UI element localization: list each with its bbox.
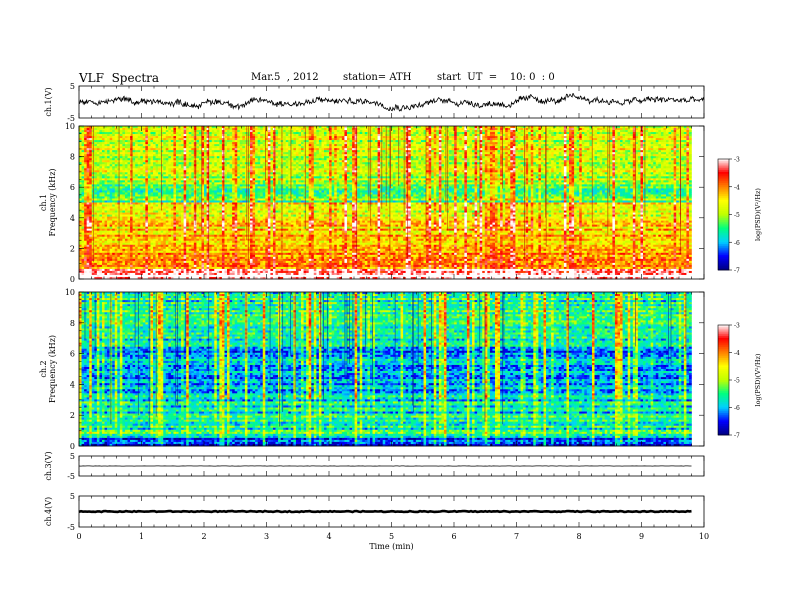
xtick-label: 1 [139, 532, 144, 541]
ch2-spectrogram-colorbar-tick: -7 [734, 433, 740, 440]
xtick-label: 8 [576, 532, 581, 541]
chart-title: VLF Spectra [79, 71, 159, 85]
xtick-label: 9 [639, 532, 644, 541]
ch2-spectrogram-ytick: 0 [70, 442, 75, 451]
ch2-spectrogram-colorbar-label: log(PSD)(V²/Hz) [754, 353, 762, 406]
xtick-label: 10 [699, 532, 709, 541]
ch1-waveform-ytick-top: 5 [70, 82, 75, 91]
ch1-spectrogram-ytick: 6 [70, 183, 75, 192]
ch2-spectrogram-colorbar [717, 324, 732, 436]
xtick-label: 4 [326, 532, 331, 541]
ch2-spectrogram-ytick: 2 [70, 411, 75, 420]
xtick-label: 6 [451, 532, 456, 541]
ch1-spectrogram-colorbar-tick: -5 [734, 212, 740, 219]
xtick-label: 2 [201, 532, 206, 541]
ch2-spectrogram-image [79, 292, 692, 447]
ch1-spectrogram-ytick: 4 [70, 214, 75, 223]
xtick-label: 3 [264, 532, 269, 541]
ch2-spectrogram-ylabel: ch.2Frequency (kHz) [39, 335, 57, 403]
ch1-spectrogram-ytick: 0 [70, 275, 75, 284]
ch2-spectrogram-colorbar-tick: -3 [734, 323, 740, 330]
ch1-spectrogram-colorbar-tick: -7 [734, 268, 740, 275]
ch1-spectrogram-ytick: 8 [70, 153, 75, 162]
ch1-spectrogram-ylabel: ch.1Frequency (kHz) [39, 168, 57, 236]
station-label: station= ATH [343, 72, 411, 83]
ch1-waveform-ytick-bottom: -5 [67, 114, 75, 123]
ch4-waveform-ylabel: ch.4(V) [44, 497, 53, 526]
ch1-spectrogram-colorbar-label: log(PSD)(V²/Hz) [754, 188, 762, 241]
xaxis-label: Time (min) [369, 542, 413, 551]
ch2-spectrogram-colorbar-tick: -5 [734, 378, 740, 385]
ch1-spectrogram-ytick: 2 [70, 244, 75, 253]
ch3-waveform-ylabel: ch.3(V) [44, 451, 53, 480]
ch1-waveform-ylabel: ch.1(V) [44, 87, 53, 116]
ch2-spectrogram-colorbar-tick: -6 [734, 405, 740, 412]
xtick-label: 0 [76, 532, 81, 541]
ch2-spectrogram-colorbar-tick: -4 [734, 350, 740, 357]
ch1-spectrogram-colorbar-tick: -4 [734, 184, 740, 191]
ch3-waveform-ytick-bottom: -5 [67, 472, 75, 481]
ch4-waveform-ytick-bottom: -5 [67, 523, 75, 532]
ch3-waveform-ytick-top: 5 [70, 452, 75, 461]
ch4-waveform-ytick-top: 5 [70, 492, 75, 501]
ch1-spectrogram-colorbar-tick: -6 [734, 240, 740, 247]
ch1-spectrogram-image [79, 126, 692, 280]
date-label: Mar.5 , 2012 [251, 72, 319, 83]
ch2-spectrogram-ytick: 8 [70, 319, 75, 328]
ch2-spectrogram-ytick: 6 [70, 350, 75, 359]
start-time-label: start UT = 10: 0 : 0 [437, 72, 555, 83]
xtick-label: 5 [389, 532, 394, 541]
ch2-spectrogram-ytick: 4 [70, 380, 75, 389]
ch4-waveform-trace [78, 509, 692, 514]
xtick-label: 7 [514, 532, 519, 541]
ch1-spectrogram-colorbar-tick: -3 [734, 157, 740, 164]
ch1-waveform-trace [78, 93, 705, 112]
ch1-spectrogram-colorbar [717, 158, 732, 271]
ch2-spectrogram-ytick: 10 [65, 288, 75, 297]
ch1-spectrogram-ytick: 10 [65, 122, 75, 131]
